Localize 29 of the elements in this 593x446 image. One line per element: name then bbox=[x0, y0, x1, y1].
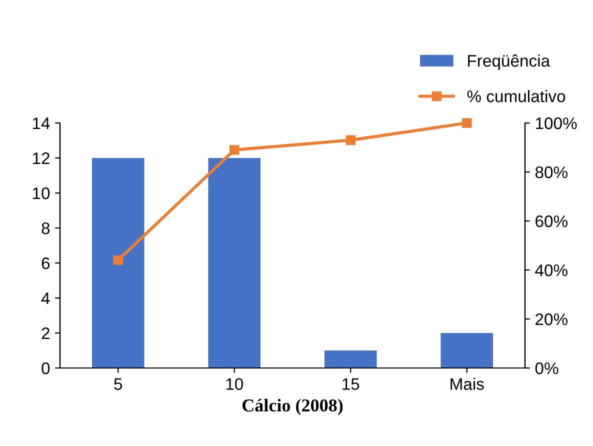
y2-tick-label: 60% bbox=[536, 215, 568, 228]
x-tick-label: 15 bbox=[342, 378, 360, 390]
bar bbox=[324, 350, 377, 368]
y-tick-label: 12 bbox=[33, 152, 50, 164]
y2-tick-label: 80% bbox=[535, 166, 568, 178]
y2-tick-label: 0% bbox=[535, 362, 558, 374]
y-tick-label: 2 bbox=[42, 327, 50, 340]
legend-label: Freqüência bbox=[468, 54, 550, 70]
y2-tick-label: 100% bbox=[536, 117, 577, 130]
y-tick-label: 14 bbox=[33, 118, 50, 130]
y-tick-label: 0 bbox=[42, 362, 50, 374]
y-tick-label: 4 bbox=[41, 292, 50, 304]
y-tick-label: 6 bbox=[42, 257, 50, 270]
bar bbox=[440, 333, 494, 368]
x-tick-label: 10 bbox=[226, 378, 243, 390]
y2-tick-label: 20% bbox=[536, 313, 568, 326]
x-axis-title: Cálcio (2008) bbox=[242, 398, 343, 416]
bar bbox=[208, 158, 261, 368]
point bbox=[230, 145, 240, 155]
bar bbox=[92, 158, 144, 368]
x-tick-label: Mais bbox=[450, 378, 484, 390]
y-tick-label: 8 bbox=[42, 222, 50, 234]
y2-tick-label: 40% bbox=[535, 264, 568, 276]
legend-label: % cumulativo bbox=[467, 90, 566, 102]
x-tick-label: 5 bbox=[114, 378, 122, 390]
point bbox=[462, 118, 472, 128]
point bbox=[113, 255, 123, 266]
y-tick-label: 10 bbox=[33, 187, 50, 200]
point bbox=[346, 135, 356, 146]
